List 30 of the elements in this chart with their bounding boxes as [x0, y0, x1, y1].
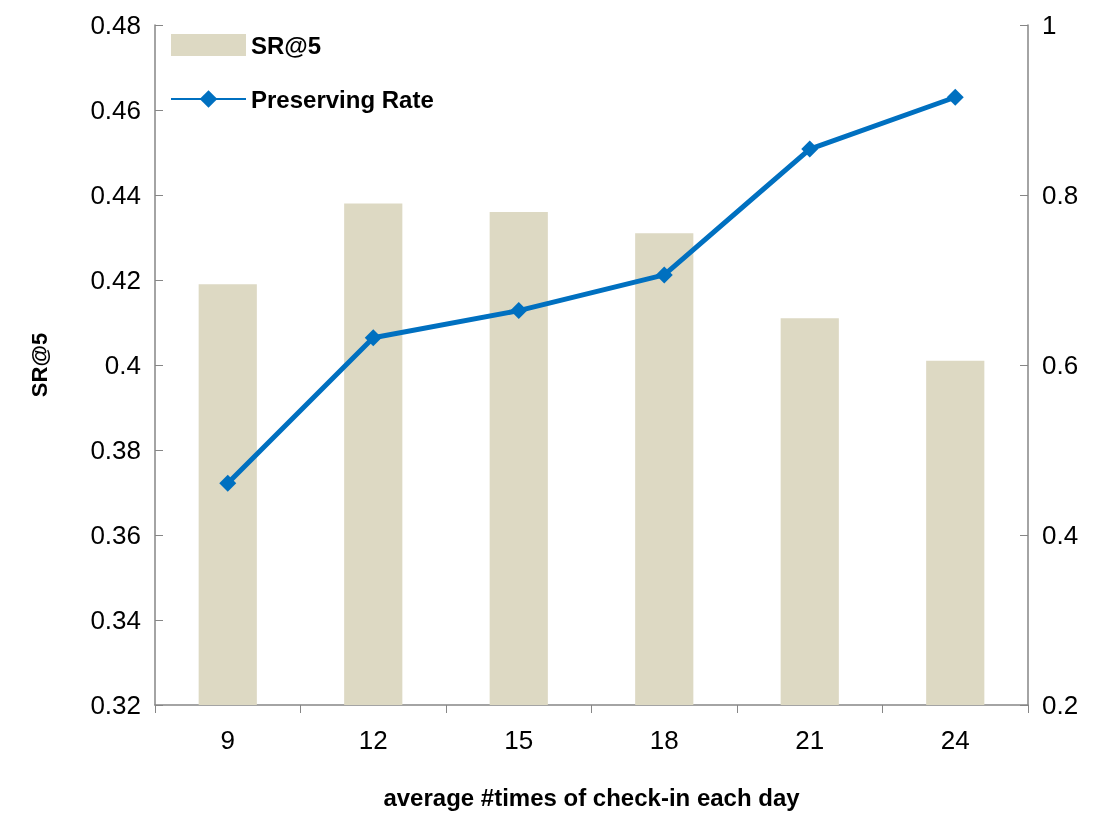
y-tick-label: 0.42: [90, 265, 141, 295]
x-axis-title: average #times of check-in each day: [383, 783, 801, 811]
y-tick-label: 0.48: [90, 10, 141, 40]
y2-tick-label: 1: [1042, 10, 1057, 40]
x-tick-label: 12: [358, 725, 388, 755]
y-tick-label: 0.46: [90, 95, 141, 125]
x-tick-label: 15: [504, 725, 534, 755]
y-tick-label: 0.36: [90, 520, 141, 550]
y-tick-label: 0.32: [90, 690, 141, 720]
point: [801, 140, 819, 158]
point: [655, 266, 673, 284]
y-tick-label: 0.4: [104, 350, 141, 380]
y2-tick-label: 0.6: [1042, 350, 1079, 380]
y-axis-title: SR@5: [26, 332, 52, 398]
legend-label: SR@5: [251, 31, 322, 59]
x-tick-label: 18: [649, 725, 679, 755]
y2-tick-label: 0.4: [1042, 520, 1079, 550]
y-tick-label: 0.44: [90, 180, 141, 210]
y-tick-label: 0.38: [90, 435, 141, 465]
point: [946, 88, 964, 106]
x-tick-label: 21: [795, 725, 825, 755]
y-tick-label: 0.34: [90, 605, 141, 635]
y2-tick-label: 0.8: [1042, 180, 1079, 210]
legend-label: Preserving Rate: [251, 85, 434, 113]
y2-tick-label: 0.2: [1042, 690, 1079, 720]
point: [364, 329, 382, 347]
point: [219, 474, 237, 492]
x-tick-label: 9: [220, 725, 235, 755]
point: [510, 302, 528, 320]
x-tick-label: 24: [940, 725, 970, 755]
